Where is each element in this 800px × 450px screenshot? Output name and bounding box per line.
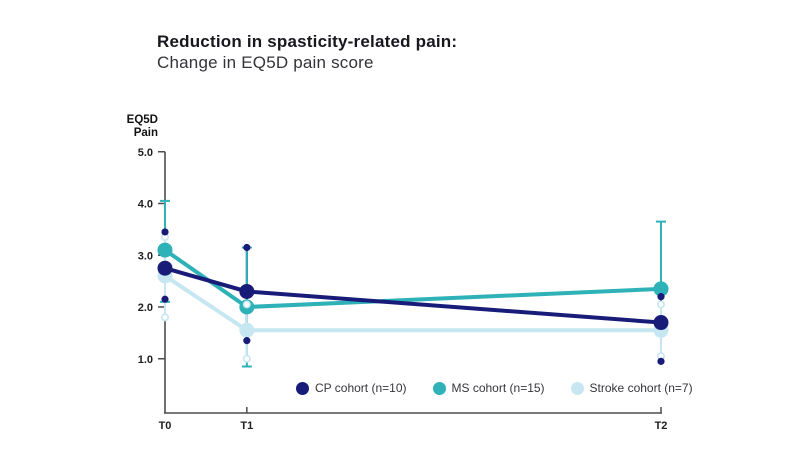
chart-legend: CP cohort (n=10) MS cohort (n=15) Stroke c… [296, 381, 693, 395]
chart-subtitle: Change in EQ5D pain score [157, 53, 374, 72]
data-point [239, 322, 255, 338]
error-cap-open-circle [242, 300, 251, 309]
y-tick-label: 1.0 [138, 354, 153, 366]
error-cap-open-circle [242, 354, 251, 363]
legend-item-ms: MS cohort (n=15) [432, 381, 545, 395]
error-cap-dot [657, 293, 665, 301]
error-cap-dot [161, 295, 169, 303]
data-point [157, 260, 173, 276]
error-cap-dot [243, 243, 251, 252]
legend-dot-icon [432, 381, 446, 395]
x-tick-label: T2 [655, 420, 668, 432]
y-tick-label: 3.0 [138, 250, 153, 262]
y-tick-label: 5.0 [138, 147, 153, 159]
x-tick-label: T0 [159, 420, 172, 432]
x-tick-label: T1 [240, 420, 253, 432]
series-line [163, 266, 663, 325]
data-point [157, 242, 173, 258]
y-axis-title: Pain [134, 127, 158, 139]
legend-item-stroke: Stroke cohort (n=7) [570, 381, 693, 395]
series-line [163, 248, 663, 310]
chart-header: Reduction in spasticity-related pain: Ch… [157, 31, 457, 73]
data-point [653, 315, 669, 331]
data-point [653, 281, 669, 297]
error-cap-dot [161, 228, 169, 236]
legend-label: MS cohort (n=15) [451, 381, 545, 395]
legend-dot-icon [570, 381, 584, 395]
error-cap-open-circle [161, 313, 170, 322]
legend-label: Stroke cohort (n=7) [589, 381, 693, 395]
error-cap-dot [657, 357, 665, 365]
y-tick-label: 2.0 [138, 302, 153, 314]
error-cap-open-circle [656, 300, 665, 309]
y-tick-label: 4.0 [138, 199, 153, 211]
legend-label: CP cohort (n=10) [315, 381, 407, 395]
data-point [239, 283, 255, 299]
y-axis-title: EQ5D [127, 114, 158, 126]
chart-title: Reduction in spasticity-related pain: [157, 32, 458, 51]
legend-item-cp: CP cohort (n=10) [296, 381, 407, 395]
error-cap-dot [243, 337, 251, 345]
legend-dot-icon [296, 381, 309, 395]
